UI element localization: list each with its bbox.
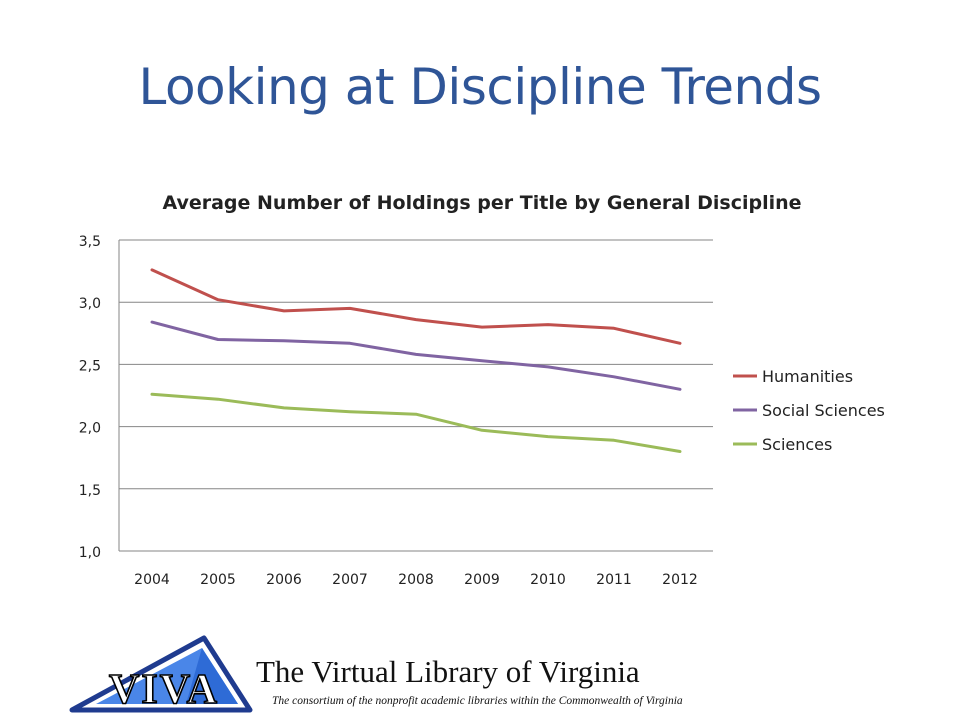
viva-logo-text: VIVA (109, 667, 219, 713)
chart-title: Average Number of Holdings per Title by … (162, 192, 801, 214)
y-tick-label: 3,0 (79, 296, 101, 312)
slide-title: Looking at Discipline Trends (138, 58, 822, 116)
x-tick-label: 2005 (200, 572, 236, 588)
x-tick-label: 2008 (398, 572, 434, 588)
y-tick-label: 2,0 (79, 421, 101, 437)
x-tick-label: 2004 (134, 572, 170, 588)
series-line-humanities (150, 268, 682, 345)
line-chart: Average Number of Holdings per Title by … (79, 192, 885, 588)
footer-organization-name: The Virtual Library of Virginia (256, 654, 640, 689)
legend: Humanities Social Sciences Sciences (733, 367, 885, 454)
y-tick-label: 1,0 (79, 545, 101, 561)
legend-label: Humanities (762, 367, 853, 386)
x-tick-label: 2010 (530, 572, 566, 588)
series-line-sciences (150, 392, 682, 453)
series-line-social-sciences (150, 320, 682, 391)
axes: 1,0 1,5 2,0 2,5 3,0 3,5 2004 2005 2006 2007 2008 20… (79, 234, 698, 588)
legend-label: Social Sciences (762, 401, 885, 420)
viva-logo: VIVA (69, 635, 253, 714)
x-tick-label: 2007 (332, 572, 368, 588)
legend-label: Sciences (762, 435, 832, 454)
x-tick-label: 2012 (662, 572, 698, 588)
y-tick-label: 3,5 (79, 234, 101, 250)
gridlines (119, 239, 713, 552)
x-tick-label: 2011 (596, 572, 632, 588)
y-tick-label: 2,5 (79, 358, 101, 374)
x-tick-label: 2009 (464, 572, 500, 588)
y-tick-label: 1,5 (79, 483, 101, 499)
series-lines (150, 268, 682, 453)
x-tick-label: 2006 (266, 572, 302, 588)
footer-tagline: The consortium of the nonprofit academic… (272, 695, 683, 707)
